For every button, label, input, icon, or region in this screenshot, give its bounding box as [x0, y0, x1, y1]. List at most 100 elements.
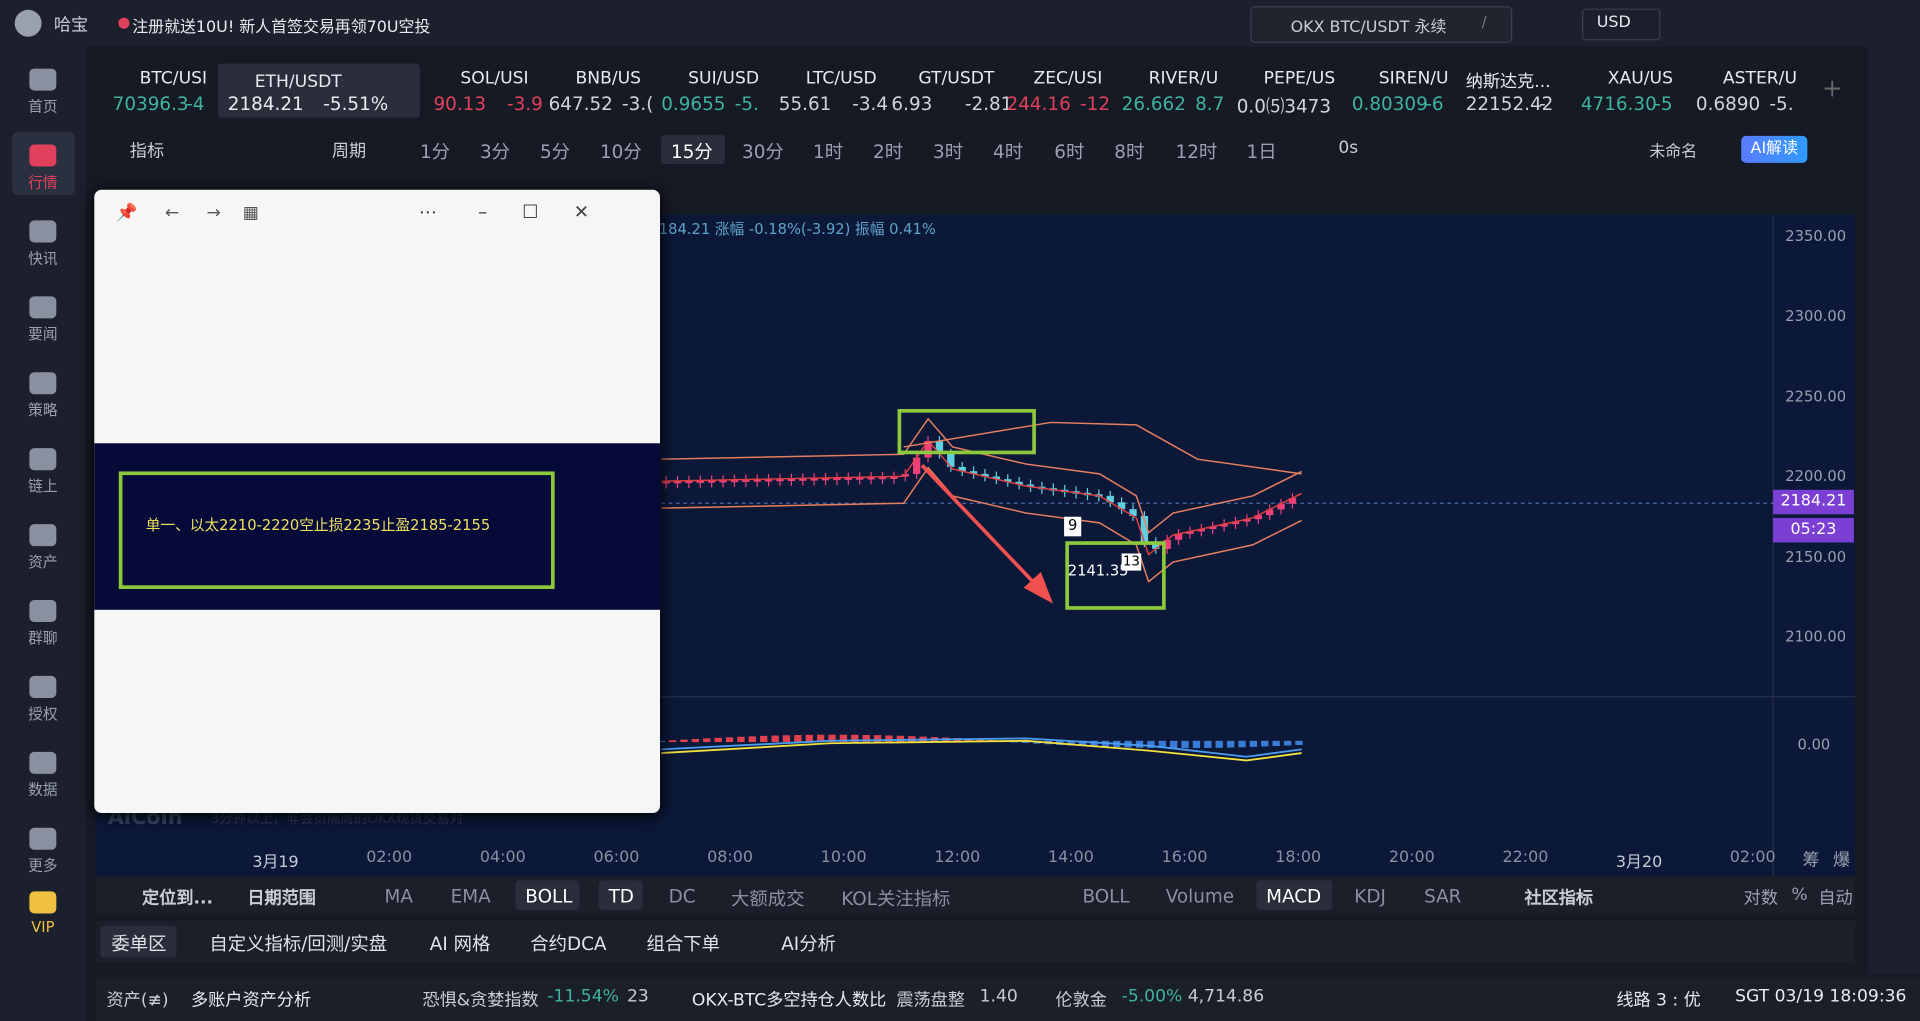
ticker-change[interactable]: -3.(	[622, 93, 654, 116]
ticker-name[interactable]: PEPE/US	[1263, 68, 1336, 89]
status-fear[interactable]: 恐惧&贪婪指数	[422, 990, 539, 1011]
ticker-price[interactable]: 0.80309	[1351, 93, 1428, 116]
interval[interactable]: 3时	[933, 140, 964, 163]
ai-button[interactable]: AI解读	[1741, 135, 1808, 163]
indicator[interactable]: EMA	[450, 885, 491, 908]
indicator[interactable]: DC	[668, 885, 696, 908]
nav-label[interactable]: 快讯	[28, 249, 58, 267]
status-time[interactable]: SGT 03/19 18:09:36	[1735, 986, 1907, 1007]
community-indicators[interactable]: 社区指标	[1524, 888, 1594, 909]
ticker-name[interactable]: ZEC/USI	[1033, 68, 1103, 89]
search-box[interactable]	[1250, 6, 1513, 43]
tab[interactable]: AI分析	[781, 933, 836, 956]
indicator[interactable]: Volume	[1165, 885, 1235, 908]
status-multi[interactable]: 多账户资产分析	[191, 990, 312, 1011]
ticker-name[interactable]: 纳斯达克...	[1465, 72, 1551, 92]
liquidation-button[interactable]: 爆	[1833, 851, 1851, 871]
layout-name[interactable]: 未命名	[1649, 143, 1698, 162]
timer[interactable]: 0s	[1338, 138, 1359, 158]
indicator[interactable]: MACD	[1266, 885, 1322, 908]
status-gold[interactable]: 伦敦金	[1055, 990, 1107, 1011]
ticker-change[interactable]: -5.	[1769, 93, 1794, 116]
nav-label[interactable]: 链上	[28, 477, 58, 495]
ticker-change[interactable]: 8.7	[1195, 93, 1225, 116]
window-controls[interactable]: ⋯ – ☐ ✕	[418, 200, 590, 223]
nav-label[interactable]: 行情	[28, 173, 58, 192]
indicator[interactable]: MA	[384, 885, 413, 908]
interval[interactable]: 30分	[742, 140, 784, 163]
status-gold-value[interactable]: 4,714.86	[1187, 986, 1265, 1007]
interval[interactable]: 3分	[480, 140, 511, 163]
status-ratio-value[interactable]: 1.40	[979, 986, 1018, 1007]
interval[interactable]: 15分	[671, 140, 713, 163]
tab[interactable]: 自定义指标/回测/实盘	[209, 933, 388, 956]
interval[interactable]: 10分	[600, 140, 642, 163]
ticker-change[interactable]: -	[1539, 93, 1546, 116]
ticker-price[interactable]: 55.61	[778, 93, 832, 116]
ticker-change[interactable]: -5.51%	[323, 93, 389, 116]
nav-label[interactable]: 首页	[28, 97, 58, 116]
locate-button[interactable]: 定位到...	[142, 888, 214, 909]
nav-label[interactable]: 策略	[28, 401, 58, 419]
ticker-price[interactable]: 647.52	[548, 93, 613, 116]
tab[interactable]: 委单区	[111, 933, 167, 956]
ticker-name[interactable]: BTC/USI	[139, 68, 208, 89]
indicator[interactable]: BOLL	[525, 885, 573, 908]
ticker-price[interactable]: 90.13	[433, 93, 487, 116]
ticker-name[interactable]: GT/USDT	[918, 68, 995, 89]
status-gold-change[interactable]: -5.00%	[1121, 986, 1183, 1007]
tab[interactable]: 合约DCA	[530, 933, 607, 956]
ticker-price[interactable]: 6.93	[891, 93, 933, 116]
nav-label[interactable]: 授权	[28, 705, 58, 723]
status-fear-change[interactable]: -11.54%	[547, 986, 619, 1007]
ticker-price[interactable]: 0.6890	[1695, 93, 1761, 116]
axis-option[interactable]: 自动	[1818, 888, 1853, 909]
status-line[interactable]: 线路 3 : 优	[1616, 990, 1701, 1011]
ticker-name[interactable]: LTC/USD	[805, 68, 877, 89]
ticker-name[interactable]: SIREN/U	[1378, 68, 1449, 89]
indicator[interactable]: BOLL	[1082, 885, 1130, 908]
nav-label[interactable]: 资产	[28, 553, 58, 571]
interval[interactable]: 4时	[993, 140, 1024, 163]
indicator[interactable]: SAR	[1424, 885, 1462, 908]
range-button[interactable]: 日期范围	[247, 888, 316, 909]
user-name[interactable]: 哈宝	[53, 15, 89, 36]
nav-label[interactable]: VIP	[31, 918, 55, 936]
ticker-change[interactable]: -2.81	[964, 93, 1013, 116]
ticker-price[interactable]: 4716.30	[1580, 93, 1657, 116]
ticker-name[interactable]: RIVER/U	[1148, 68, 1219, 89]
indicator[interactable]: 大额成交	[731, 887, 805, 910]
status-fear-value[interactable]: 23	[626, 986, 649, 1007]
ticker-price[interactable]: 22152.42	[1465, 93, 1554, 116]
axis-option[interactable]: 对数	[1743, 888, 1778, 909]
indicator[interactable]: TD	[608, 885, 634, 908]
nav-label[interactable]: 更多	[28, 857, 58, 875]
ticker-name[interactable]: ASTER/U	[1722, 68, 1798, 89]
tab[interactable]: AI 网格	[429, 933, 491, 956]
promo[interactable]: 注册就送10U! 新人首签交易再领70U空投	[132, 18, 431, 37]
period-button[interactable]: 周期	[331, 142, 367, 162]
interval[interactable]: 2时	[873, 140, 904, 163]
interval[interactable]: 12时	[1175, 140, 1218, 163]
ticker-name[interactable]: SOL/USI	[460, 68, 529, 89]
ticker-price[interactable]: 26.662	[1121, 93, 1186, 116]
ticker-change[interactable]: -3.4	[852, 93, 889, 116]
ticker-price[interactable]: 0.9655	[661, 93, 726, 116]
interval[interactable]: 8时	[1114, 140, 1145, 163]
popup-controls[interactable]: 📌 ← → ▦	[116, 203, 259, 223]
interval[interactable]: 1时	[813, 140, 844, 163]
interval[interactable]: 5分	[540, 140, 571, 163]
ticker-change[interactable]: -5	[1654, 93, 1673, 116]
ticker-change[interactable]: -6	[1425, 93, 1444, 116]
avatar[interactable]	[14, 9, 42, 37]
nav-label[interactable]: 数据	[28, 781, 58, 799]
ticker-name[interactable]: XAU/US	[1607, 68, 1673, 89]
interval[interactable]: 1分	[420, 140, 451, 163]
indicator[interactable]: KOL关注指标	[841, 887, 951, 910]
ticker-price[interactable]: 2184.21	[227, 93, 304, 116]
currency-select[interactable]	[1582, 8, 1661, 41]
nav-label[interactable]: 要闻	[28, 325, 58, 343]
indicator[interactable]: KDJ	[1354, 885, 1386, 908]
chip-button[interactable]: 筹	[1802, 851, 1820, 871]
